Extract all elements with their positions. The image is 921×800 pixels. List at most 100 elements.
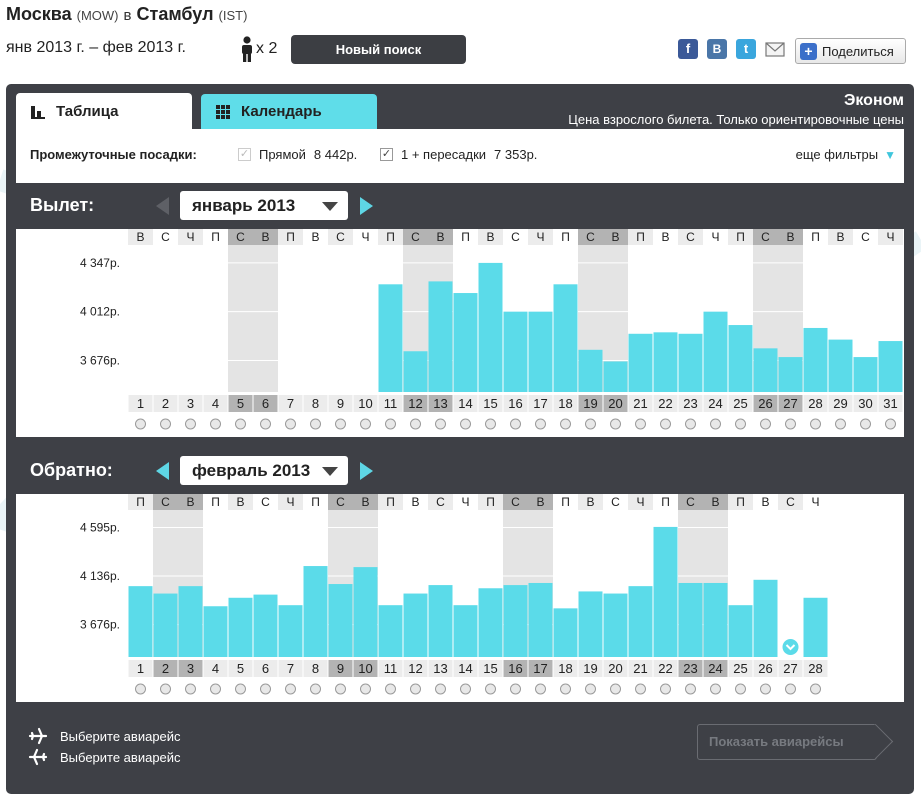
return-bar[interactable]	[153, 593, 178, 657]
return-bar[interactable]	[278, 605, 303, 657]
departure-day-radio[interactable]	[160, 418, 171, 430]
return-bar[interactable]	[728, 605, 753, 657]
return-day-radio[interactable]	[310, 683, 321, 695]
return-bar[interactable]	[478, 588, 503, 657]
return-bar[interactable]	[253, 594, 278, 657]
return-bar[interactable]	[228, 597, 253, 657]
return-day-radio[interactable]	[610, 683, 621, 695]
return-bar[interactable]	[653, 526, 678, 657]
return-day-radio[interactable]	[210, 683, 221, 695]
departure-bar[interactable]	[578, 349, 603, 392]
departure-month-select[interactable]: январь 2013	[180, 191, 348, 220]
share-button[interactable]: + Поделиться	[795, 38, 906, 64]
return-bar[interactable]	[628, 586, 653, 657]
return-bar[interactable]	[803, 597, 828, 657]
departure-bar[interactable]	[478, 262, 503, 392]
departure-day-radio[interactable]	[135, 418, 146, 430]
departure-day-radio[interactable]	[685, 418, 696, 430]
departure-day-radio[interactable]	[285, 418, 296, 430]
departure-bar[interactable]	[753, 348, 778, 392]
departure-day-radio[interactable]	[710, 418, 721, 430]
return-bar[interactable]	[428, 585, 453, 657]
departure-day-radio[interactable]	[435, 418, 446, 430]
return-day-radio[interactable]	[735, 683, 746, 695]
departure-bar[interactable]	[453, 293, 478, 392]
return-day-radio[interactable]	[560, 683, 571, 695]
return-day-radio[interactable]	[260, 683, 271, 695]
departure-day-radio[interactable]	[635, 418, 646, 430]
departure-bar[interactable]	[703, 311, 728, 392]
show-flights-button[interactable]: Показать авиарейсы	[697, 724, 877, 760]
departure-day-radio[interactable]	[185, 418, 196, 430]
return-day-radio[interactable]	[785, 683, 796, 695]
return-bar[interactable]	[453, 605, 478, 657]
return-bar[interactable]	[203, 606, 228, 657]
departure-day-radio[interactable]	[785, 418, 796, 430]
departure-day-radio[interactable]	[335, 418, 346, 430]
departure-bar[interactable]	[653, 332, 678, 392]
departure-bar[interactable]	[503, 311, 528, 392]
twitter-icon[interactable]: t	[736, 39, 756, 59]
departure-bar[interactable]	[778, 357, 803, 392]
return-day-radio[interactable]	[510, 683, 521, 695]
return-day-radio[interactable]	[410, 683, 421, 695]
departure-bar[interactable]	[378, 284, 403, 392]
departure-bar[interactable]	[428, 281, 453, 392]
departure-day-radio[interactable]	[735, 418, 746, 430]
return-bar[interactable]	[553, 608, 578, 657]
tab-calendar[interactable]: Календарь	[201, 94, 377, 129]
departure-day-radio[interactable]	[410, 418, 421, 430]
return-day-radio[interactable]	[460, 683, 471, 695]
return-bar[interactable]	[753, 579, 778, 657]
return-day-radio[interactable]	[135, 683, 146, 695]
tab-table[interactable]: Таблица	[16, 93, 192, 130]
return-bar[interactable]	[128, 586, 153, 657]
departure-bar[interactable]	[728, 325, 753, 392]
direct-filter[interactable]: ✓ Прямой 8 442р.	[238, 147, 357, 162]
departure-bar[interactable]	[878, 341, 903, 392]
departure-day-radio[interactable]	[885, 418, 896, 430]
departure-bar[interactable]	[853, 357, 878, 392]
return-day-radio[interactable]	[685, 683, 696, 695]
departure-day-radio[interactable]	[310, 418, 321, 430]
return-day-radio[interactable]	[760, 683, 771, 695]
return-bar[interactable]	[303, 566, 328, 657]
departure-day-radio[interactable]	[510, 418, 521, 430]
return-bar[interactable]	[378, 605, 403, 657]
return-bar[interactable]	[178, 586, 203, 657]
return-bar[interactable]	[678, 582, 703, 657]
new-search-button[interactable]: Новый поиск	[291, 35, 466, 64]
departure-bar[interactable]	[603, 361, 628, 392]
return-bar[interactable]	[528, 582, 553, 657]
departure-bar[interactable]	[803, 327, 828, 392]
direct-checkbox[interactable]: ✓	[238, 148, 251, 161]
departure-next-month-icon[interactable]	[360, 197, 373, 215]
departure-day-radio[interactable]	[560, 418, 571, 430]
return-day-radio[interactable]	[385, 683, 396, 695]
return-bar[interactable]	[353, 567, 378, 657]
return-bar[interactable]	[503, 585, 528, 657]
mail-icon[interactable]	[765, 39, 785, 59]
return-month-select[interactable]: февраль 2013	[180, 456, 348, 485]
transfer-checkbox[interactable]: ✓	[380, 148, 393, 161]
departure-day-radio[interactable]	[810, 418, 821, 430]
departure-day-radio[interactable]	[610, 418, 621, 430]
departure-day-radio[interactable]	[835, 418, 846, 430]
departure-day-radio[interactable]	[360, 418, 371, 430]
departure-day-radio[interactable]	[585, 418, 596, 430]
departure-bar[interactable]	[403, 351, 428, 392]
departure-day-radio[interactable]	[460, 418, 471, 430]
return-bar[interactable]	[328, 584, 353, 657]
return-day-radio[interactable]	[335, 683, 346, 695]
departure-day-radio[interactable]	[535, 418, 546, 430]
return-prev-month-icon[interactable]	[156, 462, 169, 480]
return-day-radio[interactable]	[235, 683, 246, 695]
return-day-radio[interactable]	[160, 683, 171, 695]
facebook-icon[interactable]: f	[678, 39, 698, 59]
departure-bar[interactable]	[828, 339, 853, 392]
return-next-month-icon[interactable]	[360, 462, 373, 480]
departure-day-radio[interactable]	[660, 418, 671, 430]
departure-day-radio[interactable]	[385, 418, 396, 430]
return-day-radio[interactable]	[535, 683, 546, 695]
return-day-radio[interactable]	[435, 683, 446, 695]
